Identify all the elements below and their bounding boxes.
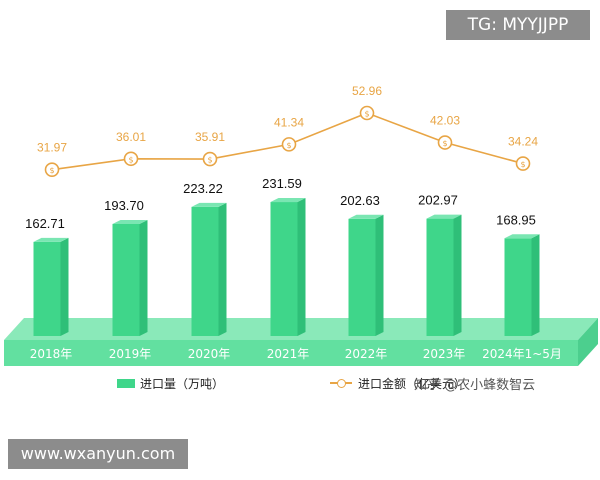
bar-2018年 — [33, 237, 69, 336]
bar-2021年 — [270, 198, 306, 336]
amount-value-label: 41.34 — [274, 115, 304, 129]
bar-series: 162.71 193.70 223.22 231.59 202.63 202.97 168.… — [25, 176, 540, 336]
bar-side — [375, 214, 384, 336]
category-labels: 2018年 2019年 2020年 2021年 2022年 2023年 2024年1~5月 — [30, 347, 562, 361]
bar-front — [348, 218, 376, 336]
amount-value-label: 36.01 — [116, 130, 146, 144]
bar-2022年 — [348, 214, 384, 336]
bar-side — [531, 234, 540, 336]
amount-point — [359, 105, 375, 121]
bar-side — [297, 198, 306, 336]
bar-front — [33, 241, 61, 336]
category-label: 2020年 — [188, 347, 231, 361]
bar-value-label: 193.70 — [104, 198, 144, 213]
dollar-icon: $ — [286, 141, 291, 150]
bar-2020年 — [191, 202, 227, 336]
category-label: 2021年 — [267, 347, 310, 361]
bar-front — [191, 206, 219, 336]
dollar-icon: $ — [128, 155, 133, 164]
platform-side — [578, 318, 598, 366]
bar-top — [33, 237, 69, 242]
bar-top — [270, 198, 306, 203]
dollar-icon: $ — [49, 166, 54, 175]
legend-line-label: 进口金额（亿美元） — [358, 376, 467, 391]
amount-value-label: 42.03 — [430, 114, 460, 128]
top-tag: TG: MYYJJPP — [446, 10, 590, 40]
bar-2024年1~5月 — [504, 234, 540, 336]
legend-bar-label: 进口量（万吨） — [140, 376, 225, 391]
category-label: 2024年1~5月 — [482, 347, 562, 361]
bar-value-label: 202.97 — [418, 193, 458, 208]
bar-top — [426, 214, 462, 219]
bar-value-label: 223.22 — [183, 181, 223, 196]
amount-value-label: 52.96 — [352, 84, 382, 98]
amount-point — [281, 137, 297, 152]
bottom-tag: www.wxanyun.com — [8, 439, 188, 469]
category-label: 2023年 — [423, 347, 466, 361]
bar-value-label: 162.71 — [25, 216, 65, 231]
amount-point — [515, 156, 531, 171]
legend-item-volume: 进口量（万吨） — [117, 374, 224, 392]
bar-front — [426, 218, 454, 336]
platform-front — [4, 340, 578, 366]
bar-top — [112, 219, 148, 224]
amount-point — [437, 135, 453, 150]
legend-line-symbol — [330, 377, 352, 389]
category-label: 2019年 — [109, 347, 152, 361]
category-label: 2018年 — [30, 347, 73, 361]
dollar-icon: $ — [520, 160, 525, 169]
bar-2019年 — [112, 219, 148, 336]
bar-value-label: 202.63 — [340, 193, 380, 208]
amount-point — [123, 151, 139, 167]
category-label: 2022年 — [345, 347, 388, 361]
amount-value-label: 34.24 — [508, 135, 538, 149]
source-watermark: 知乎 @农小蜂数智云 — [414, 378, 536, 393]
legend-bar-swatch — [117, 378, 135, 388]
amount-point — [202, 151, 218, 167]
bar-2023年 — [426, 214, 462, 336]
amount-value-label: 31.97 — [37, 141, 67, 155]
bar-front — [504, 238, 532, 336]
bar-front — [270, 202, 298, 336]
bar-side — [60, 237, 69, 336]
line-series: $31.97 $36.01 $35.91 $41.34 $52.96 $42.03 $34.… — [37, 84, 538, 177]
dollar-icon: $ — [442, 139, 447, 148]
bar-value-label: 231.59 — [262, 176, 302, 191]
bar-front — [112, 223, 140, 336]
amount-point — [44, 162, 60, 177]
amount-value-label: 35.91 — [195, 130, 225, 144]
dollar-icon: $ — [207, 156, 212, 165]
legend-item-amount: 进口金额（亿美元） — [330, 374, 466, 392]
bar-top — [348, 214, 384, 219]
bar-side — [139, 219, 148, 336]
bar-top — [504, 234, 540, 239]
bar-side — [218, 202, 227, 336]
dollar-icon: $ — [364, 110, 369, 119]
bar-top — [191, 202, 227, 207]
bar-value-label: 168.95 — [496, 212, 536, 227]
bar-side — [453, 214, 462, 336]
